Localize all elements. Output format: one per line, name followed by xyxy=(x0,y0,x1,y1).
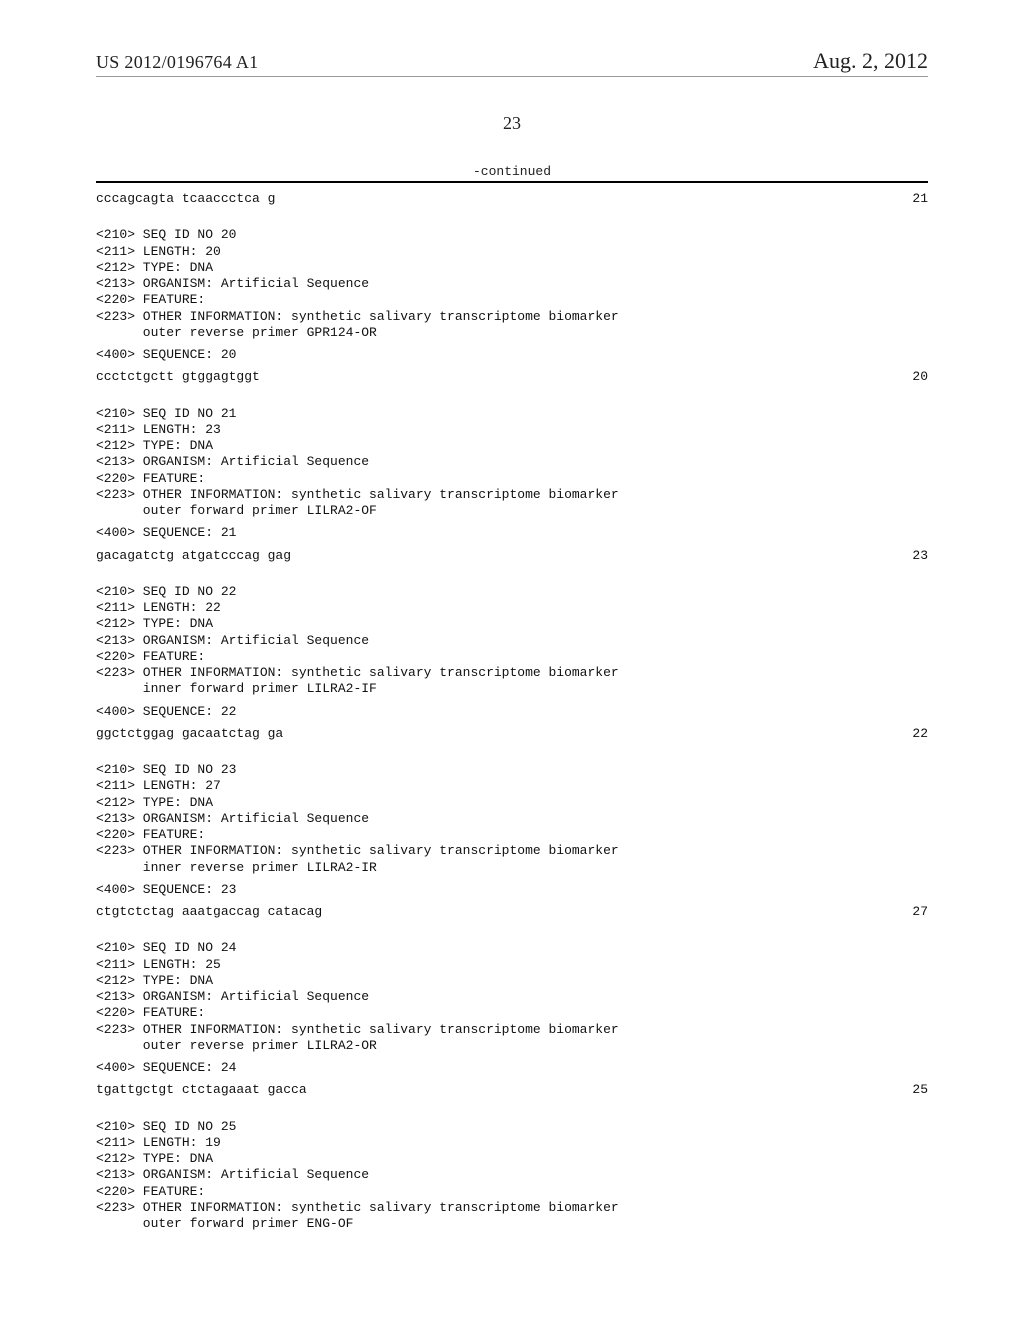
sequence-line: <223> OTHER INFORMATION: synthetic saliv… xyxy=(96,1022,928,1038)
sequence-row: ccctctgctt gtggagtggt 20 xyxy=(96,369,928,385)
sequence-line: <211> LENGTH: 22 xyxy=(96,600,928,616)
sequence-line: <212> TYPE: DNA xyxy=(96,1151,928,1167)
sequence-line: <223> OTHER INFORMATION: synthetic saliv… xyxy=(96,487,928,503)
block-gap xyxy=(96,920,928,940)
sequence-line: <223> OTHER INFORMATION: synthetic saliv… xyxy=(96,843,928,859)
sequence-line: <213> ORGANISM: Artificial Sequence xyxy=(96,989,928,1005)
sequence-line: outer reverse primer GPR124-OR xyxy=(96,325,928,341)
page-number: 23 xyxy=(96,113,928,134)
sequence-row: tgattgctgt ctctagaaat gacca 25 xyxy=(96,1082,928,1098)
sequence-line: inner forward primer LILRA2-IF xyxy=(96,681,928,697)
sequence-row: cccagcagta tcaaccctca g 21 xyxy=(96,191,928,207)
sequence-line: <210> SEQ ID NO 21 xyxy=(96,406,928,422)
sequence-line: <211> LENGTH: 27 xyxy=(96,778,928,794)
sequence-line: <210> SEQ ID NO 22 xyxy=(96,584,928,600)
sequence-line: inner reverse primer LILRA2-IR xyxy=(96,860,928,876)
sequence-length: 20 xyxy=(912,369,928,385)
sequence-text: ggctctggag gacaatctag ga xyxy=(96,726,283,742)
page-header: US 2012/0196764 A1 Aug. 2, 2012 xyxy=(96,48,928,77)
sequence-line: <213> ORGANISM: Artificial Sequence xyxy=(96,1167,928,1183)
sequence-line: <210> SEQ ID NO 20 xyxy=(96,227,928,243)
sequence-line: <400> SEQUENCE: 20 xyxy=(96,347,928,363)
sequence-line: <400> SEQUENCE: 22 xyxy=(96,704,928,720)
sequence-line: <212> TYPE: DNA xyxy=(96,616,928,632)
sequence-line: outer reverse primer LILRA2-OR xyxy=(96,1038,928,1054)
sequence-line: <213> ORGANISM: Artificial Sequence xyxy=(96,276,928,292)
sequence-line: <212> TYPE: DNA xyxy=(96,973,928,989)
block-gap xyxy=(96,207,928,227)
sequence-line: <400> SEQUENCE: 24 xyxy=(96,1060,928,1076)
sequence-line: <220> FEATURE: xyxy=(96,827,928,843)
sequence-text: cccagcagta tcaaccctca g xyxy=(96,191,275,207)
publication-date: Aug. 2, 2012 xyxy=(813,48,928,74)
sequence-line: <220> FEATURE: xyxy=(96,1184,928,1200)
sequence-line: <210> SEQ ID NO 24 xyxy=(96,940,928,956)
sequence-length: 23 xyxy=(912,548,928,564)
sequence-line: <400> SEQUENCE: 21 xyxy=(96,525,928,541)
patent-page: US 2012/0196764 A1 Aug. 2, 2012 23 -cont… xyxy=(0,0,1024,1320)
sequence-line: <210> SEQ ID NO 25 xyxy=(96,1119,928,1135)
sequence-line: <210> SEQ ID NO 23 xyxy=(96,762,928,778)
sequence-line: <223> OTHER INFORMATION: synthetic saliv… xyxy=(96,309,928,325)
sequence-row: ctgtctctag aaatgaccag catacag 27 xyxy=(96,904,928,920)
sequence-line: <211> LENGTH: 25 xyxy=(96,957,928,973)
sequence-line: <211> LENGTH: 23 xyxy=(96,422,928,438)
sequence-length: 21 xyxy=(912,191,928,207)
block-gap xyxy=(96,386,928,406)
sequence-line: <400> SEQUENCE: 23 xyxy=(96,882,928,898)
publication-number: US 2012/0196764 A1 xyxy=(96,52,258,73)
sequence-row: gacagatctg atgatcccag gag 23 xyxy=(96,548,928,564)
sequence-row: ggctctggag gacaatctag ga 22 xyxy=(96,726,928,742)
sequence-line: <220> FEATURE: xyxy=(96,649,928,665)
sequence-text: tgattgctgt ctctagaaat gacca xyxy=(96,1082,307,1098)
sequence-line: <213> ORGANISM: Artificial Sequence xyxy=(96,454,928,470)
sequence-length: 27 xyxy=(912,904,928,920)
sequence-line: <213> ORGANISM: Artificial Sequence xyxy=(96,633,928,649)
continued-label: -continued xyxy=(96,164,928,179)
sequence-line: <223> OTHER INFORMATION: synthetic saliv… xyxy=(96,665,928,681)
sequence-line: outer forward primer ENG-OF xyxy=(96,1216,928,1232)
sequence-line: <212> TYPE: DNA xyxy=(96,260,928,276)
sequence-length: 25 xyxy=(912,1082,928,1098)
sequence-line: <212> TYPE: DNA xyxy=(96,795,928,811)
sequence-line: <211> LENGTH: 19 xyxy=(96,1135,928,1151)
sequence-line: outer forward primer LILRA2-OF xyxy=(96,503,928,519)
sequence-text: ccctctgctt gtggagtggt xyxy=(96,369,260,385)
sequence-line: <220> FEATURE: xyxy=(96,1005,928,1021)
sequence-text: gacagatctg atgatcccag gag xyxy=(96,548,291,564)
sequence-line: <220> FEATURE: xyxy=(96,292,928,308)
block-gap xyxy=(96,742,928,762)
sequence-text: ctgtctctag aaatgaccag catacag xyxy=(96,904,322,920)
sequence-listing: cccagcagta tcaaccctca g 21 <210> SEQ ID NO… xyxy=(96,181,928,1232)
sequence-length: 22 xyxy=(912,726,928,742)
sequence-line: <223> OTHER INFORMATION: synthetic saliv… xyxy=(96,1200,928,1216)
sequence-line: <212> TYPE: DNA xyxy=(96,438,928,454)
sequence-line: <220> FEATURE: xyxy=(96,471,928,487)
sequence-line: <213> ORGANISM: Artificial Sequence xyxy=(96,811,928,827)
block-gap xyxy=(96,564,928,584)
block-gap xyxy=(96,1099,928,1119)
sequence-line: <211> LENGTH: 20 xyxy=(96,244,928,260)
